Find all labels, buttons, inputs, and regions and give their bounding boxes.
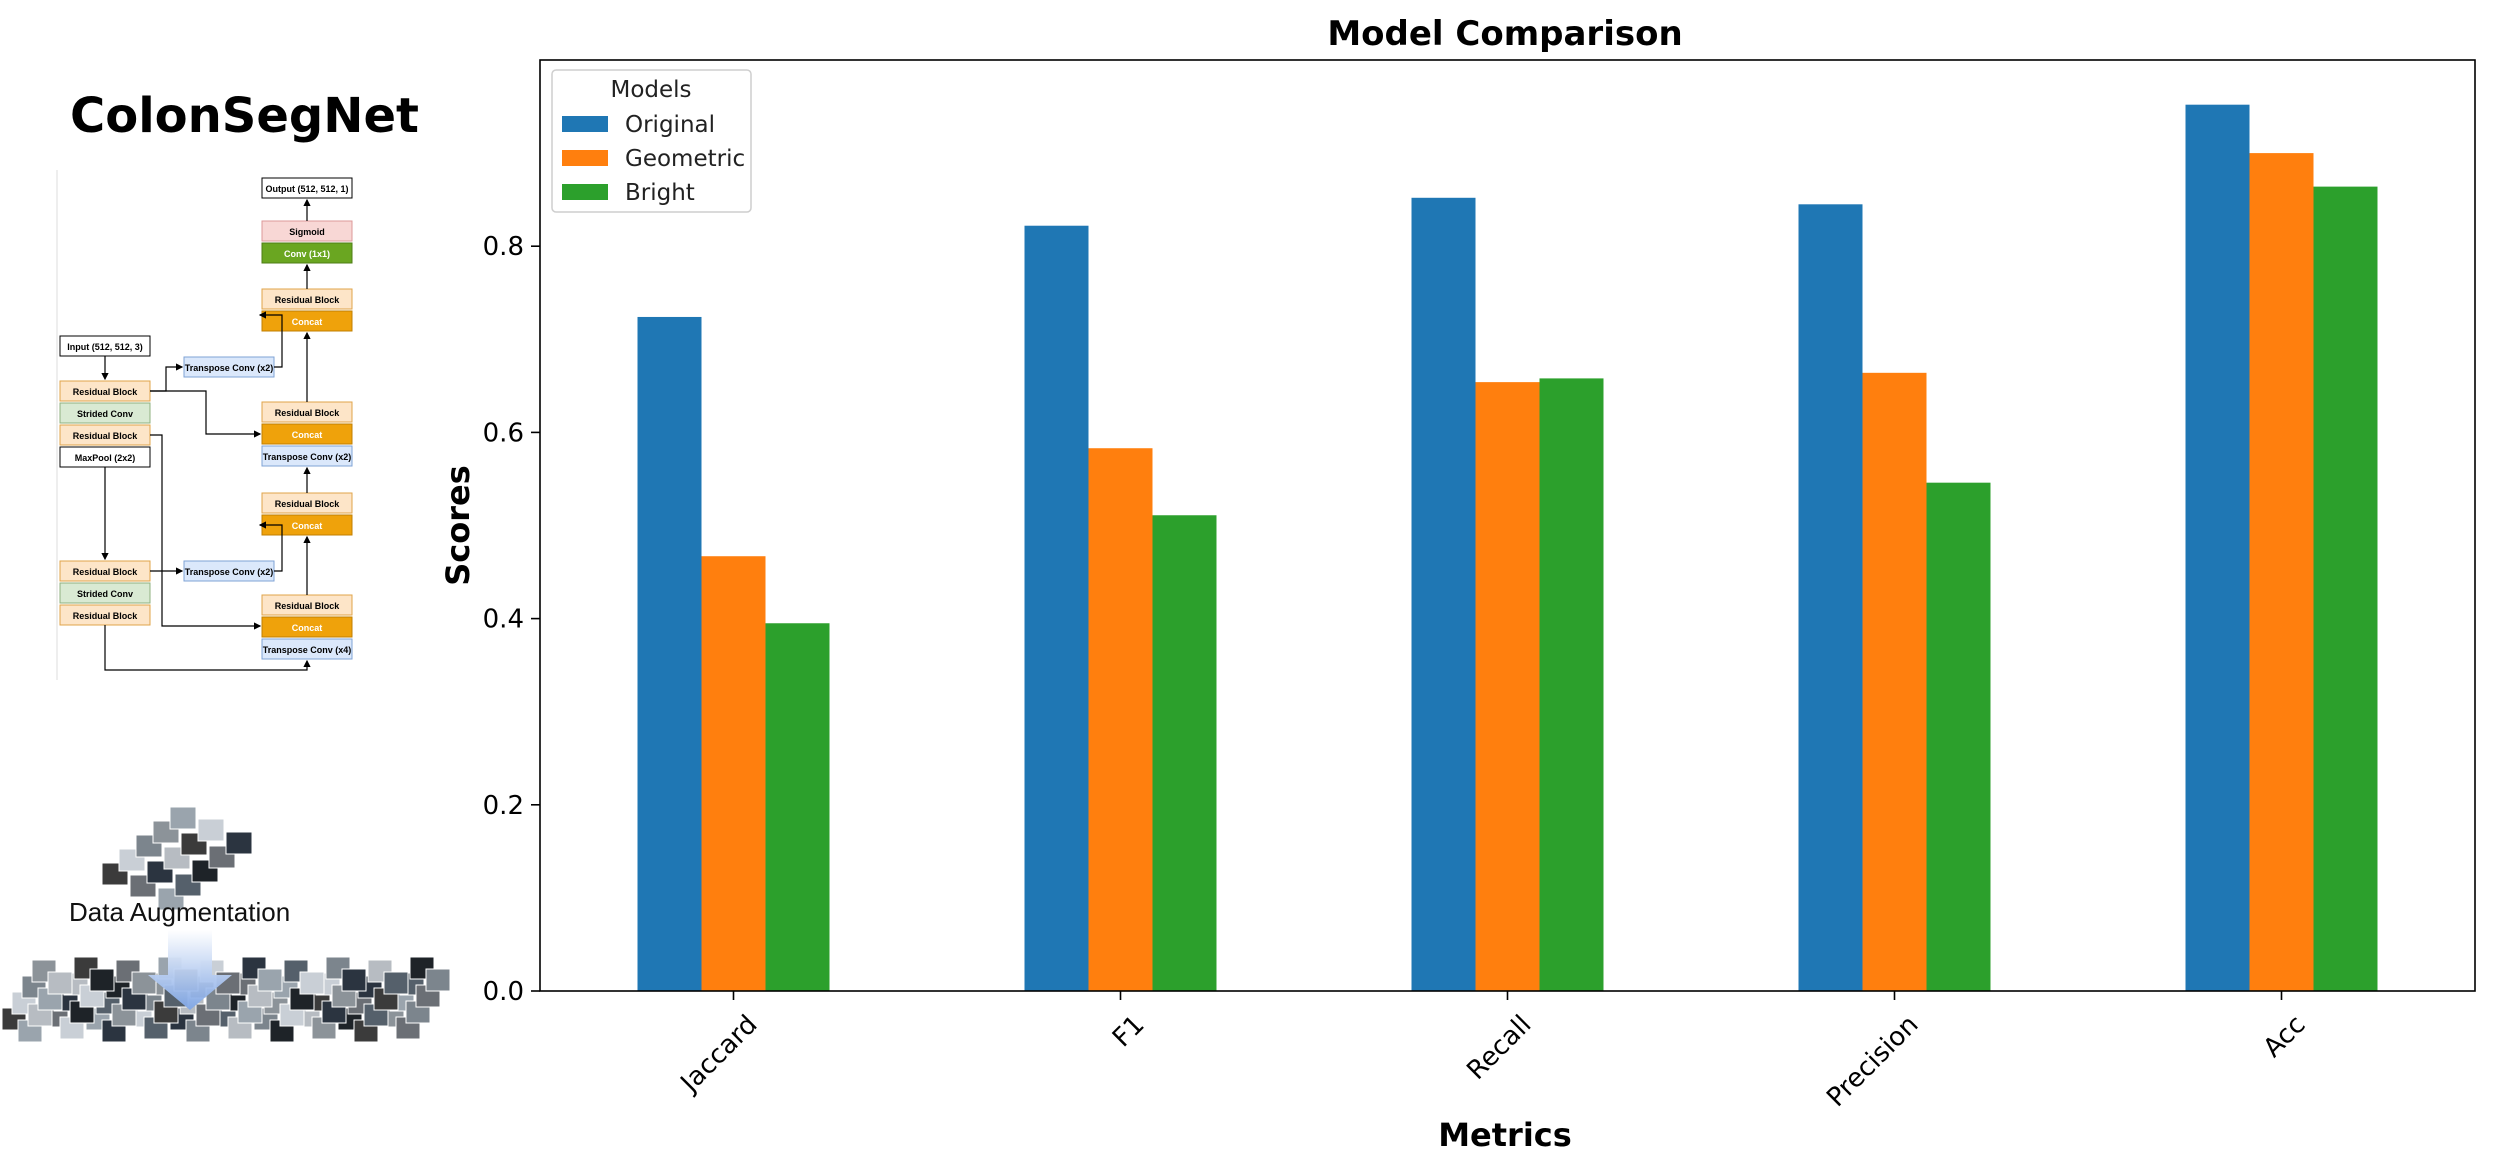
- bar-bright-f1: [1152, 515, 1217, 991]
- y-tick-label: 0.4: [483, 605, 524, 635]
- x-tick-label: Acc: [2258, 1010, 2312, 1064]
- bar-bright-precision: [1926, 482, 1991, 991]
- x-tick-label: Recall: [1461, 1010, 1537, 1086]
- x-axis-title: Metrics: [1438, 1116, 1572, 1154]
- svg-text:Conv (1x1): Conv (1x1): [284, 249, 330, 259]
- architecture-diagram: Input (512, 512, 3) Residual Block Strid…: [56, 170, 353, 680]
- svg-text:Residual Block: Residual Block: [275, 408, 341, 418]
- svg-text:Concat: Concat: [292, 521, 323, 531]
- x-tick-label: Precision: [1821, 1010, 1924, 1113]
- augmentation-source-images: [101, 806, 253, 911]
- bar-bright-recall: [1539, 378, 1604, 992]
- augmentation-thumbnail: [47, 971, 73, 995]
- svg-text:Concat: Concat: [292, 623, 323, 633]
- augmentation-thumbnail: [131, 971, 157, 995]
- svg-text:Concat: Concat: [292, 317, 323, 327]
- augmentation-image-stack: [1, 806, 451, 1043]
- legend: Models Original Geometric Bright: [551, 69, 752, 213]
- decoder-concat-block-2: Concat: [261, 423, 353, 445]
- augmentation-thumbnail: [383, 971, 409, 995]
- svg-text:Residual Block: Residual Block: [73, 431, 139, 441]
- augmentation-thumbnail: [169, 806, 197, 830]
- bar-original-jaccard: [637, 316, 702, 991]
- encoder-strided-conv-2: Strided Conv: [59, 582, 151, 604]
- x-tick-label: F1: [1107, 1010, 1150, 1053]
- y-tick-label: 0.6: [483, 418, 524, 448]
- output-block: Output (512, 512, 1): [261, 177, 353, 199]
- augmentation-thumbnail: [197, 818, 225, 842]
- svg-text:Transpose Conv (x4): Transpose Conv (x4): [263, 645, 352, 655]
- architecture-title: ColonSegNet: [70, 88, 419, 144]
- left-panel: ColonSegNet Input (512, 512, 3) Residual…: [0, 0, 450, 1167]
- encoder-strided-conv-1: Strided Conv: [59, 402, 151, 424]
- y-tick-label: 0.8: [483, 232, 524, 262]
- legend-title: Models: [610, 77, 691, 103]
- legend-swatch: [562, 184, 608, 200]
- y-axis-title: Scores: [439, 465, 477, 586]
- augmentation-illustration: [0, 780, 451, 1080]
- svg-text:MaxPool (2x2): MaxPool (2x2): [75, 453, 136, 463]
- legend-box: [551, 69, 752, 213]
- bar-original-precision: [1798, 204, 1863, 991]
- svg-text:Transpose Conv (x2): Transpose Conv (x2): [263, 452, 352, 462]
- augmentation-label: Data Augmentation: [69, 897, 291, 927]
- augmented-image-grid: [1, 956, 451, 1043]
- bar-geometric-recall: [1475, 382, 1540, 992]
- augmentation-thumbnail: [341, 968, 367, 992]
- y-tick-label: 0.2: [483, 791, 524, 821]
- x-tick-label: Jaccard: [674, 1010, 764, 1100]
- bar-geometric-precision: [1862, 372, 1927, 991]
- svg-text:Transpose Conv (x2): Transpose Conv (x2): [185, 363, 274, 373]
- legend-label: Geometric: [625, 146, 745, 172]
- augmentation-thumbnail: [299, 971, 325, 995]
- y-tick-label: 0.0: [483, 977, 524, 1007]
- svg-text:Residual Block: Residual Block: [275, 601, 341, 611]
- svg-text:Residual Block: Residual Block: [73, 567, 139, 577]
- bars-layer: [637, 104, 2378, 992]
- svg-text:Output (512, 512, 1): Output (512, 512, 1): [265, 184, 348, 194]
- bar-bright-acc: [2313, 186, 2378, 992]
- bar-original-acc: [2185, 104, 2250, 992]
- sigmoid-block: Sigmoid: [261, 220, 353, 242]
- bar-original-f1: [1024, 225, 1089, 991]
- conv1x1-block: Conv (1x1): [261, 242, 353, 264]
- legend-label: Original: [625, 112, 715, 138]
- svg-text:Residual Block: Residual Block: [73, 387, 139, 397]
- svg-text:Input (512, 512, 3): Input (512, 512, 3): [67, 342, 143, 352]
- diagram-arrows: [101, 198, 311, 671]
- decoder-concat-block-1: Concat: [261, 310, 353, 332]
- decoder-residual-block-3: Residual Block: [261, 492, 353, 514]
- svg-text:Strided Conv: Strided Conv: [77, 409, 133, 419]
- down-arrow-icon: [148, 930, 232, 1010]
- svg-text:Sigmoid: Sigmoid: [289, 227, 325, 237]
- decoder-concat-block-4: Concat: [261, 616, 353, 638]
- legend-swatch: [562, 116, 608, 132]
- svg-text:Concat: Concat: [292, 430, 323, 440]
- svg-text:Residual Block: Residual Block: [275, 499, 341, 509]
- svg-text:Residual Block: Residual Block: [73, 611, 139, 621]
- legend-swatch: [562, 150, 608, 166]
- legend-label: Bright: [625, 180, 695, 206]
- svg-text:Transpose Conv (x2): Transpose Conv (x2): [185, 567, 274, 577]
- encoder-residual-block-3: Residual Block: [59, 560, 151, 582]
- bar-original-recall: [1411, 197, 1476, 992]
- bar-geometric-jaccard: [701, 556, 766, 991]
- augmentation-thumbnail: [89, 968, 115, 992]
- decoder-transpose-conv-1: Transpose Conv (x2): [261, 445, 353, 467]
- chart-title: Model Comparison: [1327, 14, 1682, 54]
- bar-bright-jaccard: [765, 623, 830, 991]
- svg-text:Residual Block: Residual Block: [275, 295, 341, 305]
- augmentation-thumbnail: [225, 831, 253, 855]
- augmentation-thumbnail: [257, 968, 283, 992]
- svg-text:Strided Conv: Strided Conv: [77, 589, 133, 599]
- bar-geometric-f1: [1088, 448, 1153, 991]
- bar-geometric-acc: [2249, 153, 2314, 992]
- decoder-transpose-conv-4: Transpose Conv (x4): [261, 638, 353, 660]
